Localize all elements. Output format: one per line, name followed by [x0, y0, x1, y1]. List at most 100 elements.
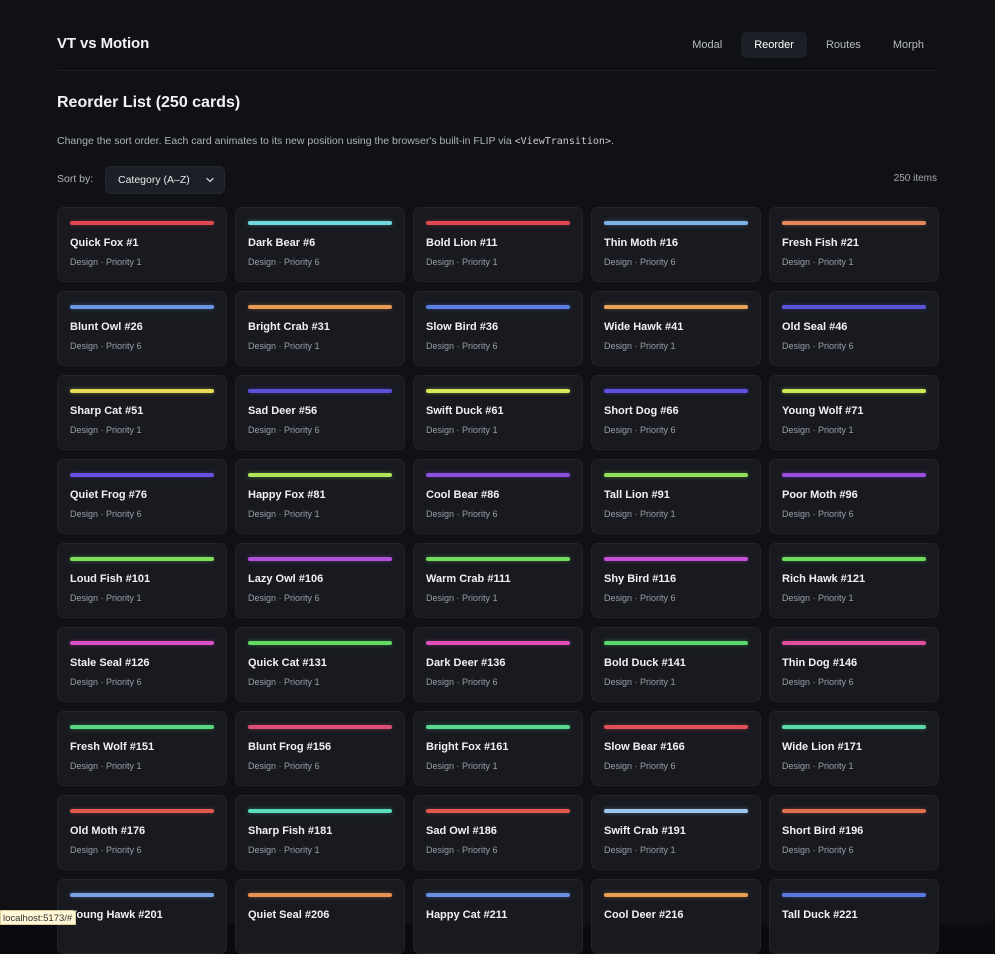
card-meta: Design · Priority 6 — [604, 425, 676, 435]
card-meta: Design · Priority 1 — [604, 341, 676, 351]
card-title: Quiet Frog #76 — [70, 489, 148, 501]
list-item[interactable]: Loud Fish #101 Design · Priority 1 — [57, 543, 227, 618]
card-color-bar — [248, 221, 392, 225]
app-frame: VT vs Motion Modal Reorder Routes Morph … — [57, 24, 939, 954]
list-item[interactable]: Sad Deer #56 Design · Priority 6 — [235, 375, 405, 450]
card-meta: Design · Priority 1 — [782, 425, 854, 435]
list-item[interactable]: Old Moth #176 Design · Priority 6 — [57, 795, 227, 870]
card-meta: Design · Priority 1 — [604, 677, 676, 687]
list-item[interactable]: Dark Bear #6 Design · Priority 6 — [235, 207, 405, 282]
card-color-bar — [70, 893, 214, 897]
card-title: Swift Crab #191 — [604, 825, 686, 837]
card-title: Cool Deer #216 — [604, 909, 684, 921]
list-item[interactable]: Happy Cat #211 — [413, 879, 583, 954]
description-code: <ViewTransition> — [514, 136, 611, 147]
card-meta: Design · Priority 1 — [782, 761, 854, 771]
list-item[interactable]: Wide Lion #171 Design · Priority 1 — [769, 711, 939, 786]
card-meta: Design · Priority 1 — [248, 845, 320, 855]
list-item[interactable]: Stale Seal #126 Design · Priority 6 — [57, 627, 227, 702]
list-item[interactable]: Old Seal #46 Design · Priority 6 — [769, 291, 939, 366]
list-item[interactable]: Swift Crab #191 Design · Priority 1 — [591, 795, 761, 870]
list-item[interactable]: Thin Moth #16 Design · Priority 6 — [591, 207, 761, 282]
list-item[interactable]: Blunt Frog #156 Design · Priority 6 — [235, 711, 405, 786]
list-item[interactable]: Sharp Cat #51 Design · Priority 1 — [57, 375, 227, 450]
list-item[interactable]: Sharp Fish #181 Design · Priority 1 — [235, 795, 405, 870]
card-color-bar — [426, 641, 570, 645]
header: VT vs Motion Modal Reorder Routes Morph — [57, 24, 937, 70]
card-color-bar — [426, 473, 570, 477]
list-item[interactable]: Quiet Frog #76 Design · Priority 6 — [57, 459, 227, 534]
page-title: Reorder List (250 cards) — [57, 94, 241, 111]
card-meta: Design · Priority 6 — [782, 509, 854, 519]
list-item[interactable]: Tall Lion #91 Design · Priority 1 — [591, 459, 761, 534]
card-meta: Design · Priority 1 — [248, 341, 320, 351]
list-item[interactable]: Slow Bear #166 Design · Priority 6 — [591, 711, 761, 786]
list-item[interactable]: Young Hawk #201 — [57, 879, 227, 954]
list-item[interactable]: Short Bird #196 Design · Priority 6 — [769, 795, 939, 870]
card-title: Slow Bear #166 — [604, 741, 685, 753]
status-bar-url: localhost:5173/# — [0, 910, 77, 925]
card-color-bar — [604, 893, 748, 897]
card-meta: Design · Priority 1 — [782, 593, 854, 603]
card-meta: Design · Priority 6 — [604, 257, 676, 267]
list-item[interactable]: Blunt Owl #26 Design · Priority 6 — [57, 291, 227, 366]
card-title: Swift Duck #61 — [426, 405, 504, 417]
card-title: Wide Hawk #41 — [604, 321, 684, 333]
list-item[interactable]: Wide Hawk #41 Design · Priority 1 — [591, 291, 761, 366]
list-item[interactable]: Dark Deer #136 Design · Priority 6 — [413, 627, 583, 702]
card-title: Dark Deer #136 — [426, 657, 506, 669]
list-item[interactable]: Bright Crab #31 Design · Priority 1 — [235, 291, 405, 366]
card-title: Thin Moth #16 — [604, 237, 678, 249]
card-color-bar — [426, 221, 570, 225]
card-color-bar — [782, 641, 926, 645]
list-item[interactable]: Quick Cat #131 Design · Priority 1 — [235, 627, 405, 702]
list-item[interactable]: Cool Bear #86 Design · Priority 6 — [413, 459, 583, 534]
list-item[interactable]: Fresh Fish #21 Design · Priority 1 — [769, 207, 939, 282]
card-meta: Design · Priority 6 — [782, 845, 854, 855]
list-item[interactable]: Warm Crab #111 Design · Priority 1 — [413, 543, 583, 618]
list-item[interactable]: Fresh Wolf #151 Design · Priority 1 — [57, 711, 227, 786]
card-color-bar — [70, 473, 214, 477]
list-item[interactable]: Bold Duck #141 Design · Priority 1 — [591, 627, 761, 702]
card-meta: Design · Priority 6 — [248, 257, 320, 267]
nav-morph[interactable]: Morph — [892, 39, 924, 51]
list-item[interactable]: Sad Owl #186 Design · Priority 6 — [413, 795, 583, 870]
card-title: Bold Lion #11 — [426, 237, 498, 249]
list-item[interactable]: Happy Fox #81 Design · Priority 1 — [235, 459, 405, 534]
card-title: Happy Fox #81 — [248, 489, 326, 501]
card-meta: Design · Priority 6 — [70, 509, 142, 519]
list-item[interactable]: Quick Fox #1 Design · Priority 1 — [57, 207, 227, 282]
nav-bar: Modal Reorder Routes Morph — [673, 32, 937, 58]
card-title: Old Moth #176 — [70, 825, 146, 837]
list-item[interactable]: Bright Fox #161 Design · Priority 1 — [413, 711, 583, 786]
card-meta: Design · Priority 6 — [782, 341, 854, 351]
list-item[interactable]: Slow Bird #36 Design · Priority 6 — [413, 291, 583, 366]
card-color-bar — [782, 305, 926, 309]
app-title[interactable]: VT vs Motion — [57, 35, 150, 52]
list-item[interactable]: Quiet Seal #206 — [235, 879, 405, 954]
chevron-down-icon — [206, 177, 214, 183]
list-item[interactable]: Short Dog #66 Design · Priority 6 — [591, 375, 761, 450]
list-item[interactable]: Bold Lion #11 Design · Priority 1 — [413, 207, 583, 282]
nav-reorder[interactable]: Reorder — [741, 32, 807, 58]
list-item[interactable]: Thin Dog #146 Design · Priority 6 — [769, 627, 939, 702]
list-item[interactable]: Tall Duck #221 — [769, 879, 939, 954]
list-item[interactable]: Young Wolf #71 Design · Priority 1 — [769, 375, 939, 450]
card-meta: Design · Priority 1 — [782, 257, 854, 267]
list-item[interactable]: Swift Duck #61 Design · Priority 1 — [413, 375, 583, 450]
list-item[interactable]: Lazy Owl #106 Design · Priority 6 — [235, 543, 405, 618]
list-item[interactable]: Shy Bird #116 Design · Priority 6 — [591, 543, 761, 618]
card-color-bar — [248, 725, 392, 729]
sort-select[interactable]: Category (A–Z) — [105, 166, 225, 194]
card-meta: Design · Priority 6 — [248, 593, 320, 603]
sort-label: Sort by: — [57, 173, 94, 185]
card-title: Tall Lion #91 — [604, 489, 670, 501]
nav-modal[interactable]: Modal — [692, 39, 723, 51]
card-color-bar — [604, 641, 748, 645]
list-item[interactable]: Rich Hawk #121 Design · Priority 1 — [769, 543, 939, 618]
card-color-bar — [782, 473, 926, 477]
card-title: Wide Lion #171 — [782, 741, 862, 753]
list-item[interactable]: Poor Moth #96 Design · Priority 6 — [769, 459, 939, 534]
nav-routes[interactable]: Routes — [825, 39, 861, 51]
list-item[interactable]: Cool Deer #216 — [591, 879, 761, 954]
